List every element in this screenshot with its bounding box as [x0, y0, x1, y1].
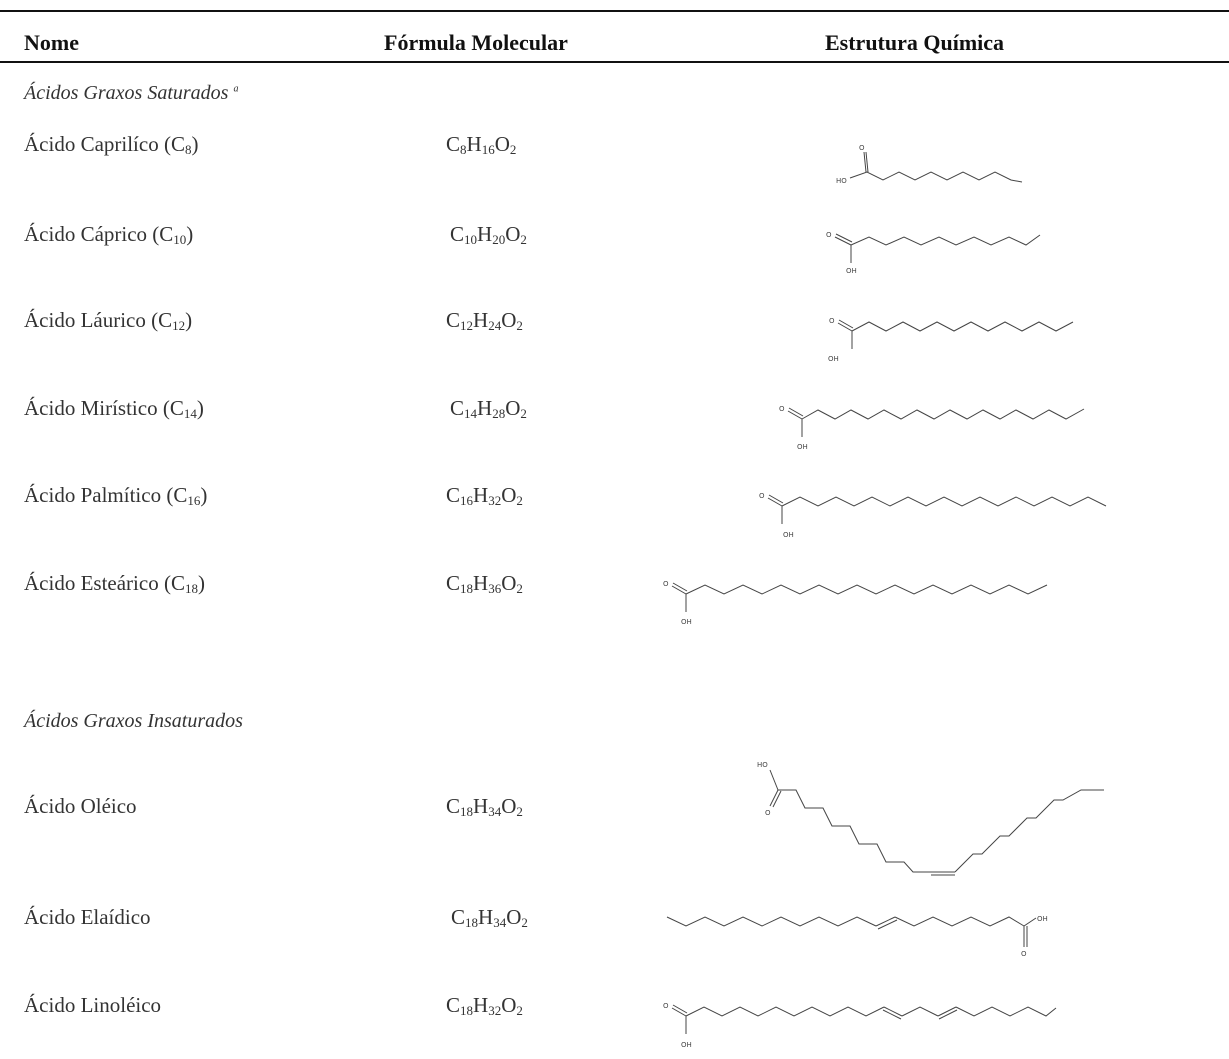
svg-text:O: O — [859, 144, 865, 152]
svg-text:O: O — [826, 231, 832, 239]
section-unsaturated: Ácidos Graxos Insaturados — [24, 710, 243, 732]
section-saturated-footnote: a — [233, 83, 239, 95]
header-formula: Fórmula Molecular — [384, 30, 568, 55]
structure-myristic: O OH — [779, 405, 1085, 451]
structure-linoleic: O OH — [663, 1002, 1057, 1049]
header-name: Nome — [24, 30, 79, 55]
chain-elaidic — [666, 916, 877, 927]
structure-elaidic: OH O — [666, 915, 1048, 958]
row-name-capric: Ácido Cáprico (C10) — [24, 222, 194, 247]
row-formula-palmitic: C16H32O2 — [446, 483, 523, 508]
svg-text:O: O — [663, 580, 669, 588]
row-name-caprylic: Ácido Caprilíco (C8) — [24, 132, 199, 157]
header-rule — [0, 61, 1229, 63]
structure-stearic: O OH — [663, 580, 1048, 626]
svg-text:O: O — [663, 1002, 669, 1010]
row-name-palmitic: Ácido Palmítico (C16) — [24, 483, 208, 508]
svg-text:HO: HO — [836, 177, 847, 185]
row-name-elaidic: Ácido Elaídico — [24, 905, 151, 929]
row-name-myristic: Ácido Mirístico (C14) — [24, 396, 204, 421]
structure-capric: O OH — [826, 231, 1041, 275]
svg-text:OH: OH — [828, 355, 839, 363]
chain-myristic — [801, 408, 1085, 420]
structure-palmitic: O OH — [759, 492, 1107, 539]
row-formula-caprylic: C8H16O2 — [446, 132, 517, 157]
structure-caprylic: O HO — [836, 144, 1023, 185]
row-name-lauric: Ácido Láurico (C12) — [24, 308, 193, 333]
row-name-oleic: Ácido Oléico — [24, 794, 137, 818]
chain-palmitic — [781, 496, 1107, 507]
row-formula-elaidic: C18H34O2 — [451, 905, 528, 930]
svg-text:OH: OH — [846, 267, 857, 275]
row-name-linoleic: Ácido Linoléico — [24, 993, 162, 1017]
chain-stearic — [685, 584, 1048, 595]
section-saturated-label: Ácidos Graxos Saturados — [24, 82, 229, 104]
row-formula-oleic: C18H34O2 — [446, 794, 523, 819]
svg-text:O: O — [1021, 950, 1027, 958]
structure-lauric: O OH — [828, 317, 1074, 363]
row-formula-linoleic: C18H32O2 — [446, 993, 523, 1018]
row-formula-stearic: C18H36O2 — [446, 571, 523, 596]
svg-text:O: O — [765, 809, 771, 817]
row-formula-capric: C10H20O2 — [450, 222, 527, 247]
chain-oleic-left — [778, 789, 931, 873]
chain-linoleic-3 — [955, 1006, 1057, 1017]
row-formula-myristic: C14H28O2 — [450, 396, 527, 421]
chain-capric — [850, 234, 1041, 246]
chain-lauric — [851, 321, 1074, 332]
svg-text:OH: OH — [1037, 915, 1048, 923]
chain-linoleic-1 — [685, 1006, 885, 1017]
section-saturated: Ácidos Graxos Saturados a — [24, 82, 238, 105]
row-name-stearic: Ácido Esteárico (C18) — [24, 571, 205, 596]
svg-text:OH: OH — [681, 1041, 692, 1049]
svg-text:O: O — [829, 317, 835, 325]
svg-text:OH: OH — [783, 531, 794, 539]
chain-linoleic-2 — [901, 1006, 939, 1017]
structure-oleic: HO O — [757, 761, 1104, 876]
header-structure: Estrutura Química — [825, 30, 1005, 55]
chain-caprylic — [849, 171, 1023, 183]
svg-text:HO: HO — [757, 761, 768, 769]
chain-oleic-right — [954, 789, 1104, 873]
svg-text:O: O — [759, 492, 765, 500]
svg-text:O: O — [779, 405, 785, 413]
svg-text:OH: OH — [681, 618, 692, 626]
svg-text:OH: OH — [797, 443, 808, 451]
table-top-rule — [0, 10, 1229, 12]
row-formula-lauric: C12H24O2 — [446, 308, 523, 333]
